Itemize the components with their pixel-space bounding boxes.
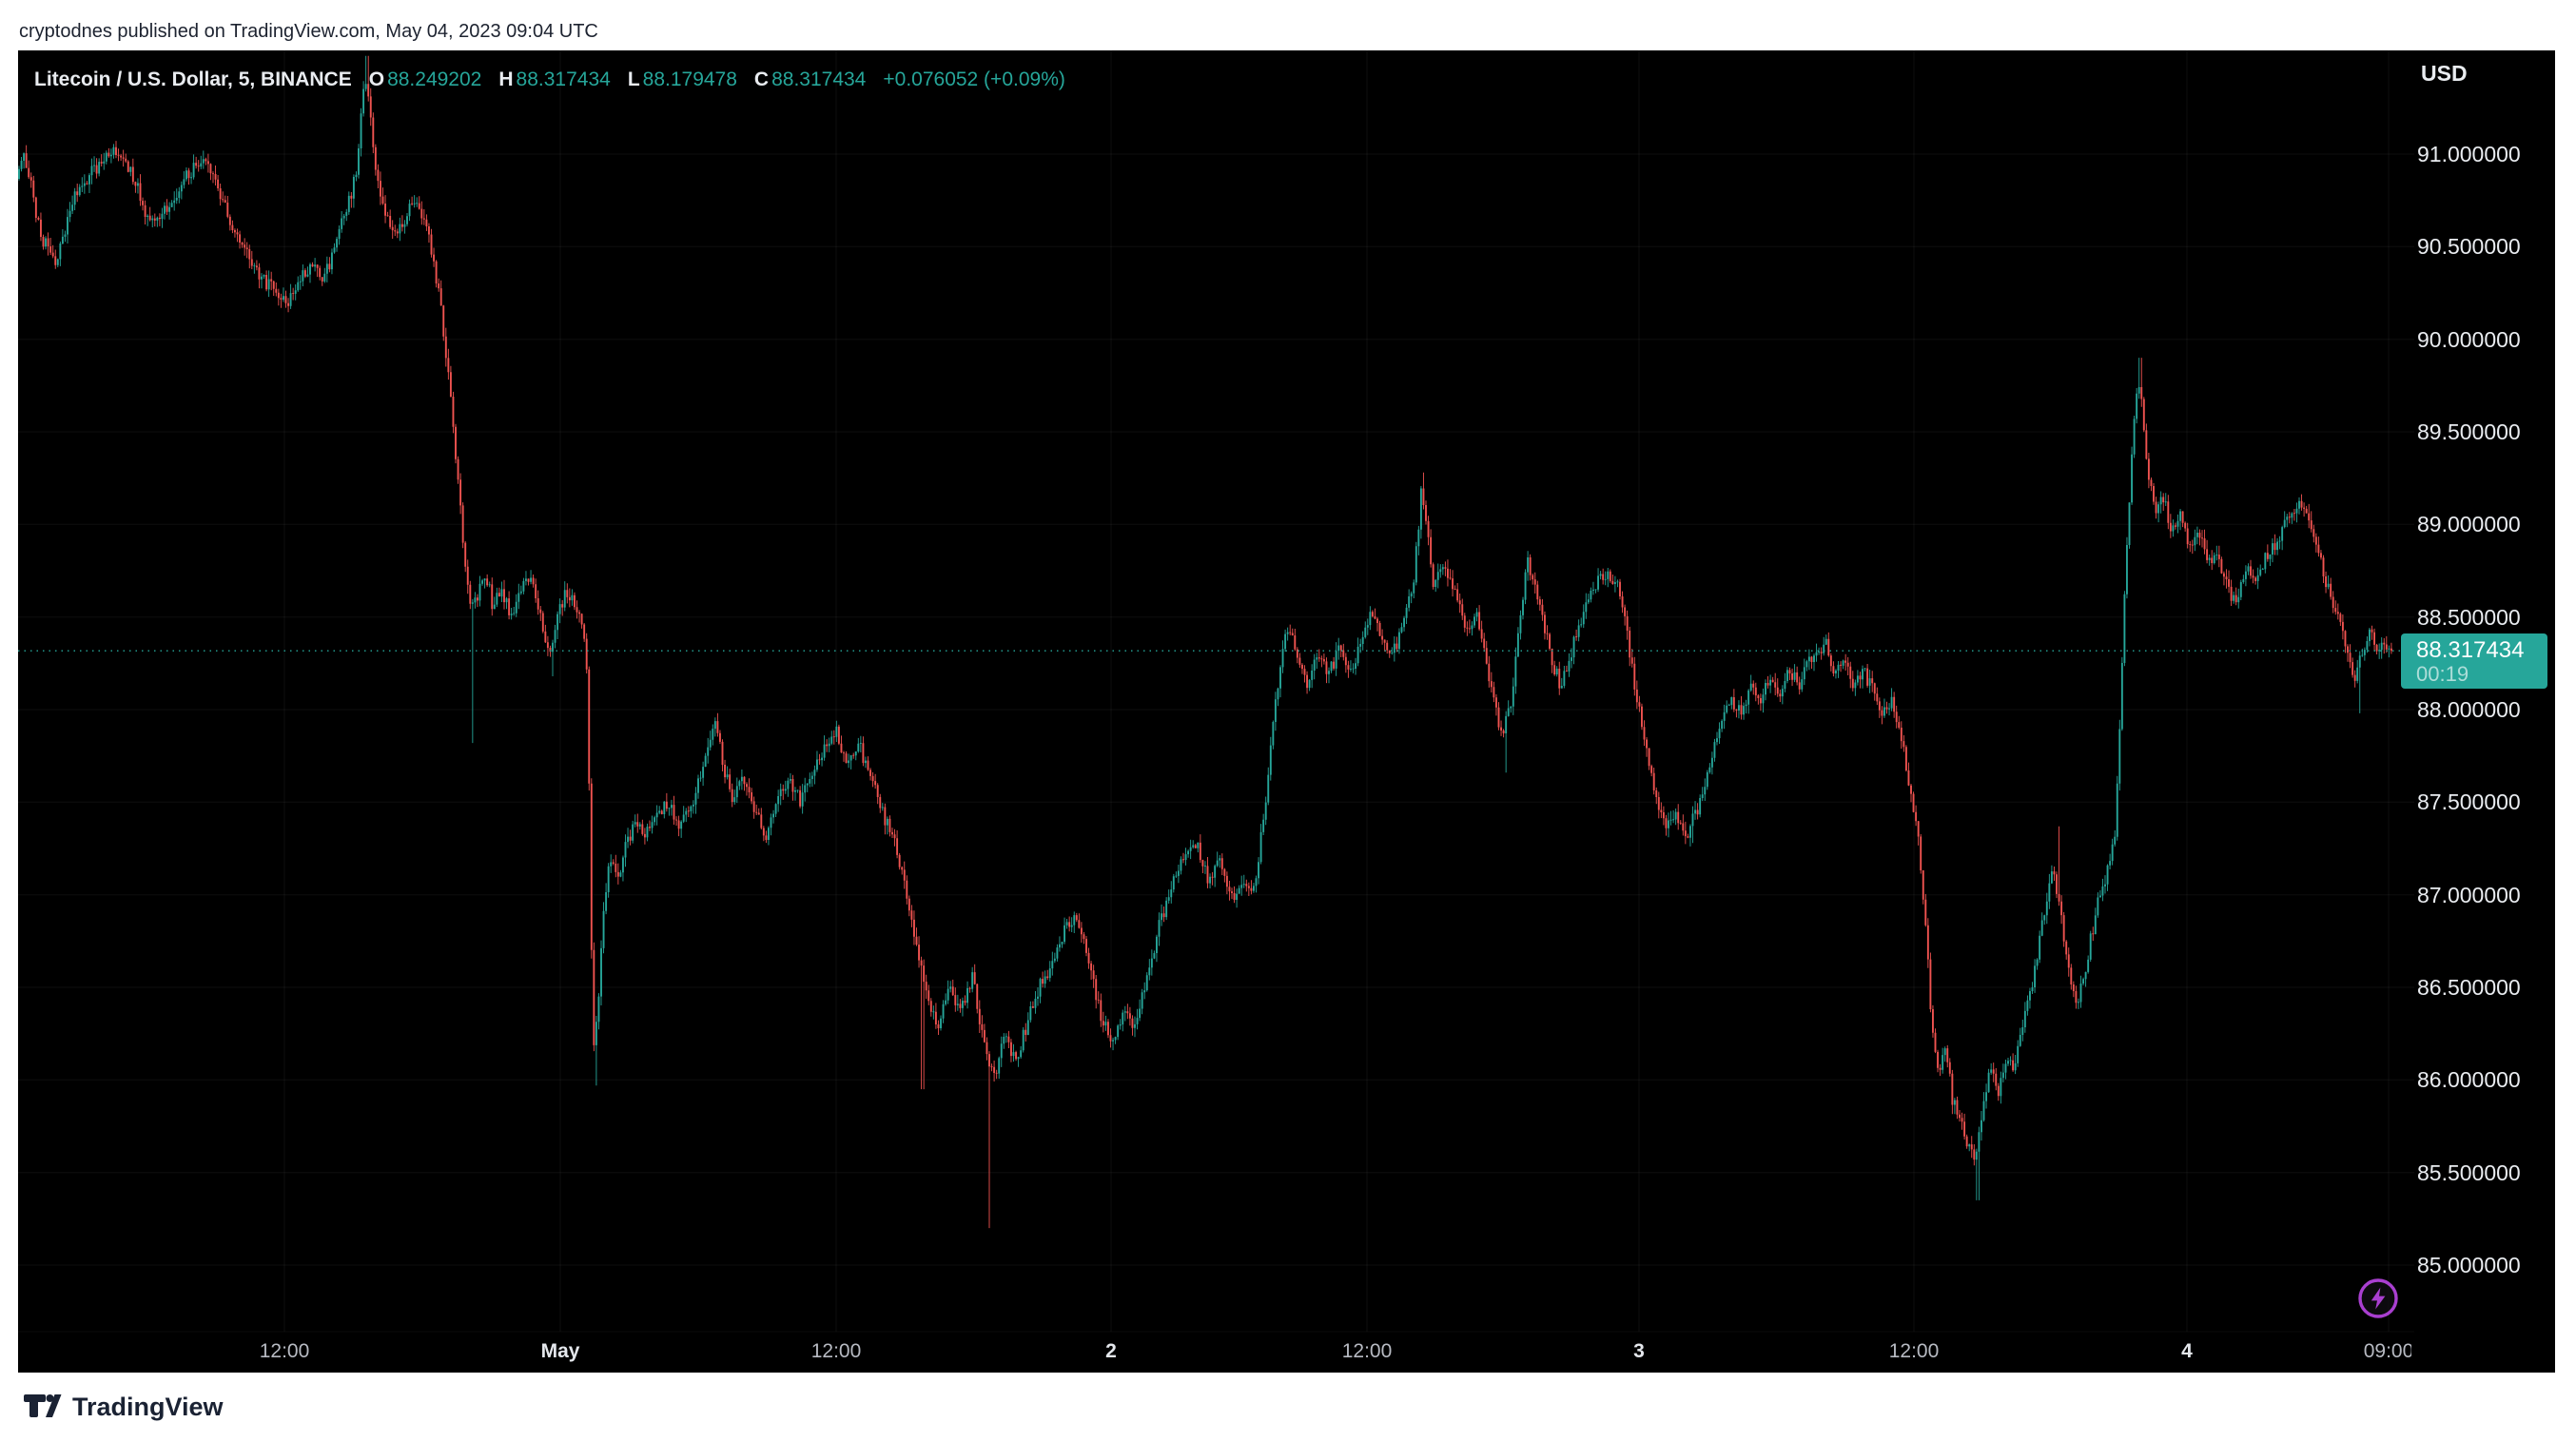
attribution-text: cryptodnes published on TradingView.com,…	[19, 21, 598, 42]
time-axis-label: 12:00	[810, 1340, 862, 1362]
low-value: 88.179478	[642, 68, 737, 90]
chart-panel[interactable]	[18, 50, 2555, 1373]
bar-countdown: 00:19	[2416, 662, 2469, 687]
ohlc-low: L 88.179478	[628, 68, 737, 91]
time-axis-label: 12:00	[1888, 1340, 1940, 1362]
tradingview-wordmark: TradingView	[72, 1392, 224, 1421]
high-label: H	[498, 68, 514, 90]
open-value: 88.249202	[387, 68, 482, 90]
tradingview-mark-icon	[24, 1394, 62, 1417]
high-value: 88.317434	[516, 68, 611, 90]
time-axis-label: May	[540, 1340, 580, 1362]
tradingview-logo[interactable]: TradingView	[23, 1391, 224, 1423]
time-axis[interactable]: 12:00 May 12:00 2 12:00 3 12:00 4 09:00	[18, 1330, 2411, 1373]
change-value: +0.076052 (+0.09%)	[883, 68, 1065, 90]
open-label: O	[368, 68, 385, 90]
symbol-header: Litecoin / U.S. Dollar, 5, BINANCE O 88.…	[34, 68, 1065, 91]
symbol-title[interactable]: Litecoin / U.S. Dollar, 5, BINANCE	[34, 68, 352, 90]
ohlc-close: C 88.317434	[754, 68, 866, 91]
ohlc-high: H 88.317434	[498, 68, 610, 91]
time-axis-label: 4	[2181, 1340, 2193, 1362]
time-axis-label: 2	[1105, 1340, 1117, 1362]
lightning-icon	[2358, 1278, 2398, 1318]
close-label: C	[753, 68, 770, 90]
ohlc-open: O 88.249202	[369, 68, 482, 91]
current-price-value: 88.317434	[2416, 637, 2525, 664]
current-price-label: 88.317434 00:19	[2401, 633, 2547, 690]
low-label: L	[627, 68, 640, 90]
time-axis-label: 12:00	[259, 1340, 310, 1362]
time-axis-label: 09:00	[2363, 1340, 2411, 1362]
boost-button[interactable]	[2356, 1276, 2400, 1320]
currency-label: USD	[2421, 61, 2468, 86]
close-value: 88.317434	[771, 68, 867, 90]
time-axis-label: 3	[1633, 1340, 1645, 1362]
time-axis-label: 12:00	[1341, 1340, 1393, 1362]
